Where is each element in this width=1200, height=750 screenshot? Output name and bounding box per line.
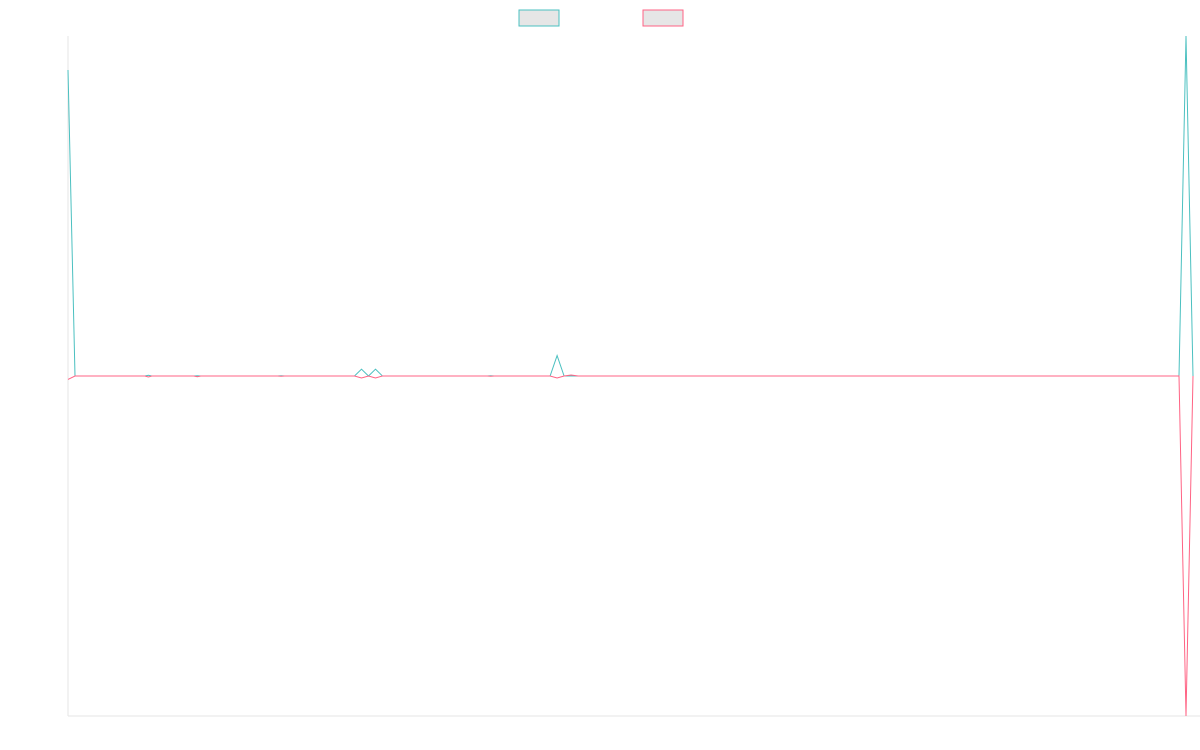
legend-swatch-2[interactable] xyxy=(642,9,684,27)
chart-axes xyxy=(67,36,1200,717)
series-group xyxy=(67,35,1194,717)
series-line-2 xyxy=(67,374,1194,717)
chart-legend[interactable] xyxy=(518,9,684,27)
series-line-1 xyxy=(67,35,1194,377)
legend-swatch-1[interactable] xyxy=(518,9,560,27)
